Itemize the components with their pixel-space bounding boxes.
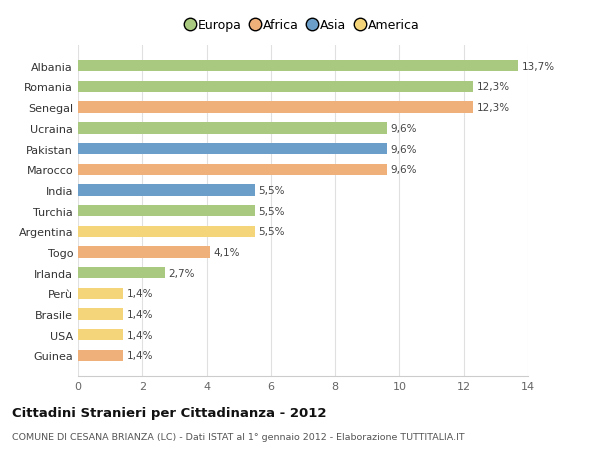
Text: 1,4%: 1,4% [127,289,154,299]
Text: 5,5%: 5,5% [259,185,285,196]
Text: COMUNE DI CESANA BRIANZA (LC) - Dati ISTAT al 1° gennaio 2012 - Elaborazione TUT: COMUNE DI CESANA BRIANZA (LC) - Dati IST… [12,432,464,442]
Text: 9,6%: 9,6% [391,144,417,154]
Text: 12,3%: 12,3% [477,103,511,113]
Bar [78,102,473,113]
Text: Cittadini Stranieri per Cittadinanza - 2012: Cittadini Stranieri per Cittadinanza - 2… [12,406,326,419]
Text: 12,3%: 12,3% [477,82,511,92]
Text: 1,4%: 1,4% [127,330,154,340]
Bar [78,247,210,258]
Text: 1,4%: 1,4% [127,351,154,361]
Text: 1,4%: 1,4% [127,309,154,319]
Bar [78,185,255,196]
Bar [78,144,386,155]
Text: 4,1%: 4,1% [214,247,240,257]
Text: 5,5%: 5,5% [259,206,285,216]
Bar [78,226,255,237]
Text: 9,6%: 9,6% [391,165,417,175]
Text: 2,7%: 2,7% [169,268,195,278]
Bar [78,82,473,93]
Bar [78,350,123,361]
Bar [78,61,518,72]
Bar [78,309,123,320]
Bar [78,123,386,134]
Legend: Europa, Africa, Asia, America: Europa, Africa, Asia, America [187,19,419,32]
Text: 13,7%: 13,7% [522,62,556,72]
Bar [78,268,165,279]
Text: 9,6%: 9,6% [391,123,417,134]
Bar [78,330,123,341]
Bar [78,164,386,175]
Bar [78,206,255,217]
Bar [78,288,123,299]
Text: 5,5%: 5,5% [259,227,285,237]
